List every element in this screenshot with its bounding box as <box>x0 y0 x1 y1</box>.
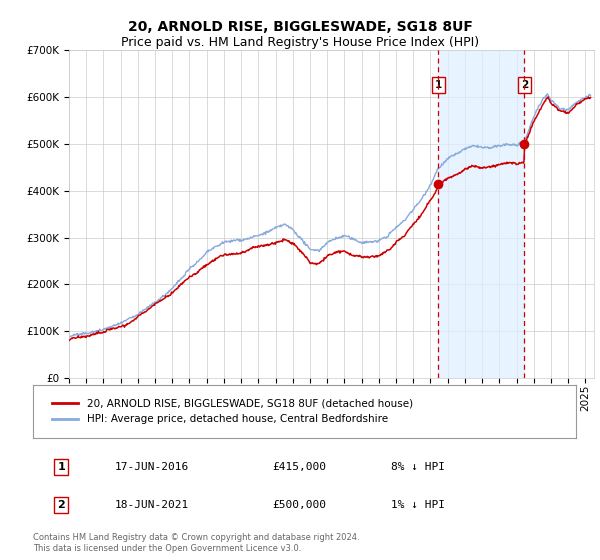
Legend: 20, ARNOLD RISE, BIGGLESWADE, SG18 8UF (detached house), HPI: Average price, det: 20, ARNOLD RISE, BIGGLESWADE, SG18 8UF (… <box>49 395 416 428</box>
Bar <box>439 50 524 378</box>
Text: 18-JUN-2021: 18-JUN-2021 <box>115 500 188 510</box>
Text: £500,000: £500,000 <box>272 500 326 510</box>
Text: 2: 2 <box>521 80 528 90</box>
Text: £415,000: £415,000 <box>272 461 326 472</box>
Text: 2: 2 <box>58 500 65 510</box>
Text: 20, ARNOLD RISE, BIGGLESWADE, SG18 8UF: 20, ARNOLD RISE, BIGGLESWADE, SG18 8UF <box>128 20 472 34</box>
Text: 1: 1 <box>435 80 442 90</box>
Text: Price paid vs. HM Land Registry's House Price Index (HPI): Price paid vs. HM Land Registry's House … <box>121 36 479 49</box>
Text: 1: 1 <box>58 461 65 472</box>
Text: Contains HM Land Registry data © Crown copyright and database right 2024.
This d: Contains HM Land Registry data © Crown c… <box>33 533 359 553</box>
Text: 17-JUN-2016: 17-JUN-2016 <box>115 461 188 472</box>
Text: 1% ↓ HPI: 1% ↓ HPI <box>391 500 445 510</box>
Text: 8% ↓ HPI: 8% ↓ HPI <box>391 461 445 472</box>
